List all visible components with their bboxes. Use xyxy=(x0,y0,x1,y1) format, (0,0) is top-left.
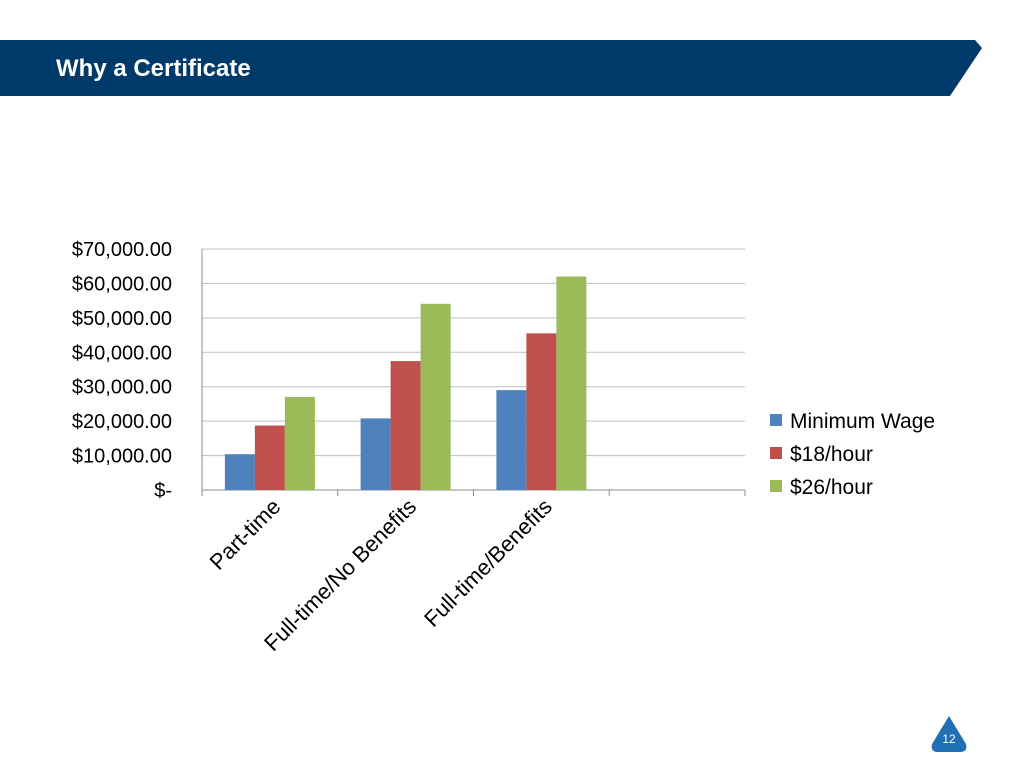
bar xyxy=(556,276,587,490)
legend-label: Minimum Wage xyxy=(790,410,935,433)
header-bar-shape xyxy=(0,40,982,96)
page-number: 12 xyxy=(942,732,956,746)
y-tick-label: $20,000.00 xyxy=(72,411,172,433)
bar xyxy=(360,418,391,490)
legend-label: $26/hour xyxy=(790,476,873,499)
bar xyxy=(224,454,255,490)
page-badge-shape xyxy=(931,716,967,752)
bar xyxy=(284,396,315,490)
legend-swatch xyxy=(770,447,782,459)
y-tick-label: $70,000.00 xyxy=(72,239,172,261)
x-tick-label: Full-time/No Benefits xyxy=(259,494,421,656)
y-tick-label: $50,000.00 xyxy=(72,308,172,330)
y-tick-label: $60,000.00 xyxy=(72,273,172,295)
y-tick-label: $40,000.00 xyxy=(72,342,172,364)
y-tick-label: $- xyxy=(154,480,172,502)
page-badge-icon xyxy=(931,716,967,752)
x-tick-label: Part-time xyxy=(205,494,286,575)
legend-swatch xyxy=(770,480,782,492)
y-tick-label: $30,000.00 xyxy=(72,377,172,399)
slide-title: Why a Certificate xyxy=(56,55,251,82)
x-tick-label: Full-time/Benefits xyxy=(419,494,557,632)
bar xyxy=(420,303,451,490)
bar xyxy=(254,425,285,490)
bar xyxy=(496,390,527,490)
y-tick-label: $10,000.00 xyxy=(72,446,172,468)
bar xyxy=(526,333,557,490)
legend-label: $18/hour xyxy=(790,443,873,466)
bar xyxy=(390,361,421,490)
header-bar xyxy=(0,40,982,96)
legend-swatch xyxy=(770,414,782,426)
